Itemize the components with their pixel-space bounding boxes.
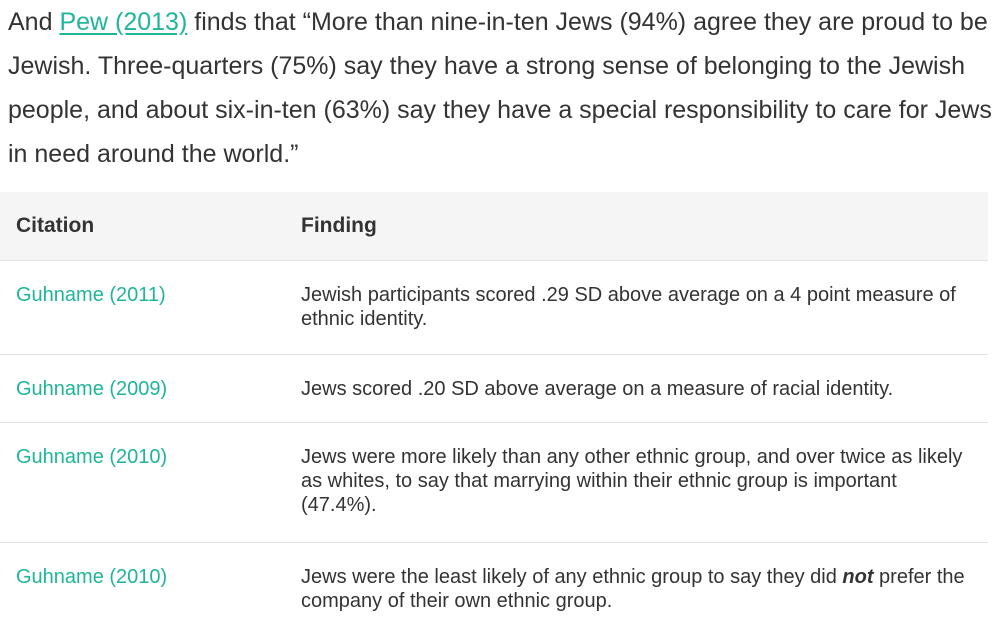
table-row: Guhname (2010) Jews were the least likel…	[0, 543, 988, 626]
table-row: Guhname (2009) Jews scored .20 SD above …	[0, 354, 988, 423]
citation-cell: Guhname (2010)	[0, 543, 284, 626]
citation-link[interactable]: Guhname (2009)	[16, 378, 168, 400]
citation-column-header: Citation	[0, 192, 284, 261]
finding-cell: Jews scored .20 SD above average on a me…	[284, 354, 988, 423]
finding-text: prefer the company of their own ethnic g…	[301, 566, 965, 612]
findings-table: Citation Finding Guhname (2011) Jewish p…	[0, 192, 988, 625]
findings-table-container: Citation Finding Guhname (2011) Jewish p…	[0, 192, 988, 625]
finding-cell: Jews were more likely than any other eth…	[284, 422, 988, 543]
finding-cell: Jewish participants scored .29 SD above …	[284, 260, 988, 355]
intro-prefix: And	[8, 8, 60, 36]
pew-2013-link[interactable]: Pew (2013)	[59, 8, 188, 36]
citation-link[interactable]: Guhname (2010)	[16, 566, 168, 588]
citation-link[interactable]: Guhname (2011)	[16, 284, 166, 306]
finding-cell: Jews were the least likely of any ethnic…	[284, 543, 988, 626]
citation-link[interactable]: Guhname (2010)	[16, 446, 168, 468]
citation-cell: Guhname (2010)	[0, 422, 284, 543]
table-row: Guhname (2010) Jews were more likely tha…	[0, 422, 988, 543]
finding-emphasis: not	[842, 566, 874, 588]
finding-text: Jews were the least likely of any ethnic…	[301, 566, 843, 588]
intro-quote: finds that “More than nine-in-ten Jews (…	[8, 8, 992, 168]
table-row: Guhname (2011) Jewish participants score…	[0, 260, 988, 355]
citation-cell: Guhname (2009)	[0, 354, 284, 423]
finding-column-header: Finding	[284, 192, 988, 261]
citation-cell: Guhname (2011)	[0, 260, 284, 355]
intro-paragraph: And Pew (2013) finds that “More than nin…	[8, 0, 998, 176]
table-header-row: Citation Finding	[0, 192, 988, 261]
